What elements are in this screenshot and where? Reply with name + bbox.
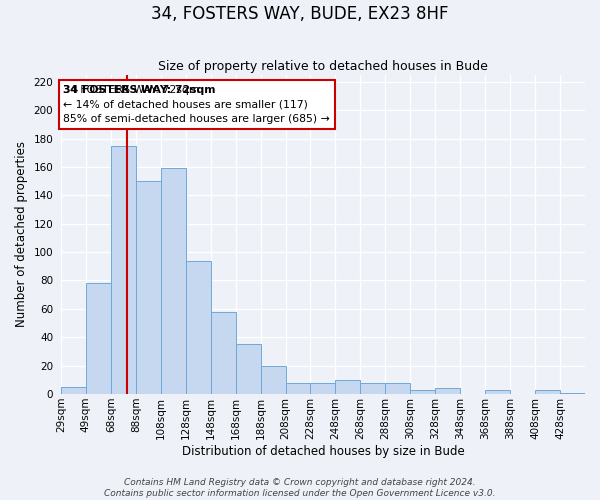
Bar (286, 382, 310, 394)
Bar (485, 390, 510, 394)
Bar (310, 382, 335, 394)
Bar (86, 284, 111, 394)
Bar (260, 366, 286, 394)
Bar (560, 392, 585, 394)
Bar (211, 312, 236, 394)
Bar (435, 388, 460, 394)
Bar (186, 260, 211, 394)
Text: Contains HM Land Registry data © Crown copyright and database right 2024.
Contai: Contains HM Land Registry data © Crown c… (104, 478, 496, 498)
Bar (410, 390, 435, 394)
Bar (535, 390, 560, 394)
X-axis label: Distribution of detached houses by size in Bude: Distribution of detached houses by size … (182, 444, 464, 458)
Bar (161, 168, 186, 394)
Bar (111, 146, 136, 394)
Bar (361, 382, 385, 394)
Text: 34 FOSTERS WAY: 72sqm: 34 FOSTERS WAY: 72sqm (64, 84, 216, 94)
Bar (61, 387, 86, 394)
Bar (385, 382, 410, 394)
Bar (136, 181, 161, 394)
Bar (335, 380, 361, 394)
Bar (236, 344, 260, 394)
Text: 34, FOSTERS WAY, BUDE, EX23 8HF: 34, FOSTERS WAY, BUDE, EX23 8HF (151, 5, 449, 23)
Y-axis label: Number of detached properties: Number of detached properties (15, 142, 28, 328)
Text: 34 FOSTERS WAY: 72sqm
← 14% of detached houses are smaller (117)
85% of semi-det: 34 FOSTERS WAY: 72sqm ← 14% of detached … (64, 84, 330, 124)
Title: Size of property relative to detached houses in Bude: Size of property relative to detached ho… (158, 60, 488, 74)
